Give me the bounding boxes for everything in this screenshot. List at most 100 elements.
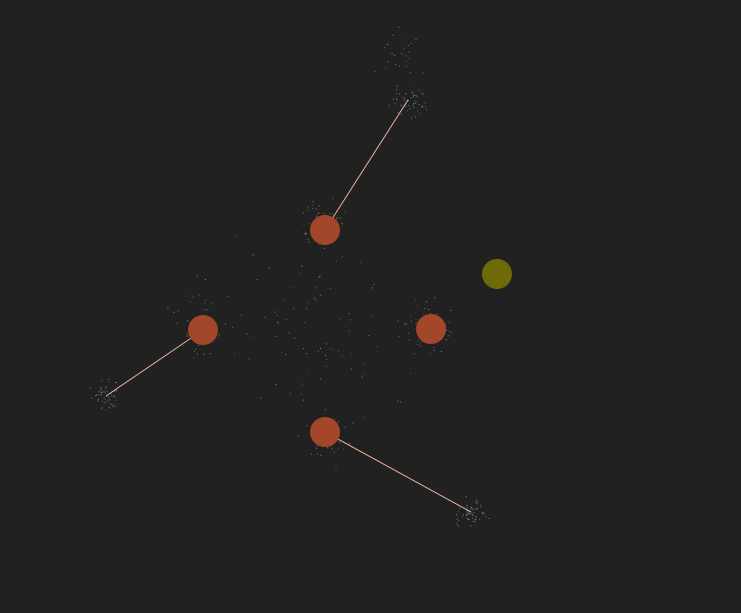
particle <box>114 390 116 392</box>
particle <box>396 85 398 87</box>
particle <box>422 93 424 95</box>
particle <box>193 351 195 352</box>
particle <box>467 514 469 516</box>
particle <box>466 507 468 509</box>
link-node-top <box>324 99 409 231</box>
particle <box>293 308 295 310</box>
particle <box>398 65 400 67</box>
particle <box>416 110 418 112</box>
particle <box>482 512 484 513</box>
particle <box>408 51 410 53</box>
particle <box>312 208 314 210</box>
particle <box>397 400 399 402</box>
particle <box>396 99 398 101</box>
particle <box>104 387 106 389</box>
particle <box>416 305 418 307</box>
particle <box>332 349 334 351</box>
particle <box>89 387 91 389</box>
node-top[interactable] <box>310 215 340 245</box>
particle <box>105 386 107 388</box>
particle <box>410 97 412 99</box>
particle <box>313 297 315 299</box>
particle <box>101 380 103 382</box>
particle <box>185 295 187 297</box>
particle <box>368 335 370 336</box>
particle <box>400 52 402 54</box>
particle <box>375 346 377 348</box>
particle <box>456 523 458 525</box>
particle <box>361 376 363 378</box>
particle <box>384 46 386 48</box>
particle <box>252 335 254 337</box>
particle <box>113 395 115 397</box>
particle <box>403 53 404 55</box>
particle <box>307 372 309 374</box>
particle <box>397 112 399 114</box>
particle <box>470 512 472 514</box>
particle <box>111 403 113 405</box>
particle <box>298 272 300 274</box>
particle <box>482 513 484 515</box>
particle <box>275 336 277 337</box>
particle <box>457 511 459 513</box>
particle <box>309 223 311 225</box>
particle <box>398 335 400 337</box>
particle <box>104 402 106 404</box>
particle <box>482 512 484 514</box>
particle <box>412 103 414 105</box>
particle <box>416 101 418 103</box>
particle <box>391 53 393 55</box>
particle <box>326 358 328 360</box>
particle <box>100 387 102 388</box>
particle <box>387 61 389 63</box>
particle <box>400 105 402 107</box>
particle <box>362 373 364 375</box>
node-middle-right[interactable] <box>416 314 446 344</box>
particle <box>248 358 250 360</box>
particle <box>410 82 412 84</box>
particle <box>343 448 345 450</box>
particle <box>103 397 105 399</box>
particle <box>349 319 351 321</box>
particle <box>373 284 375 286</box>
particle <box>374 71 376 73</box>
node-bottom[interactable] <box>310 417 340 447</box>
particle <box>277 322 279 324</box>
particle <box>289 392 291 394</box>
particle <box>316 448 318 449</box>
particle <box>364 417 365 419</box>
particle <box>465 496 467 498</box>
particle <box>424 102 426 104</box>
particle <box>403 97 405 99</box>
node-left[interactable] <box>188 315 218 345</box>
particle <box>196 275 198 277</box>
particle <box>426 109 428 111</box>
particle <box>413 103 415 104</box>
particle <box>107 396 109 398</box>
particle <box>405 65 407 67</box>
particle <box>324 409 326 411</box>
particle <box>410 316 412 318</box>
particle <box>403 99 405 101</box>
particle <box>471 506 473 508</box>
particle <box>393 55 395 57</box>
particle <box>466 513 468 515</box>
particle <box>106 390 108 392</box>
particle <box>190 301 192 303</box>
particle <box>100 394 102 396</box>
particle <box>338 350 339 352</box>
particle <box>195 348 197 350</box>
particle <box>395 64 397 66</box>
particle <box>260 397 262 399</box>
node-highlight[interactable] <box>482 259 512 289</box>
particle <box>212 302 214 303</box>
particle <box>401 104 403 106</box>
particle <box>473 512 475 514</box>
particle <box>306 308 308 310</box>
particle <box>405 106 407 108</box>
particle <box>294 337 296 339</box>
particle <box>472 514 474 516</box>
particle <box>192 296 194 298</box>
particle <box>430 352 432 354</box>
particle <box>100 387 102 389</box>
